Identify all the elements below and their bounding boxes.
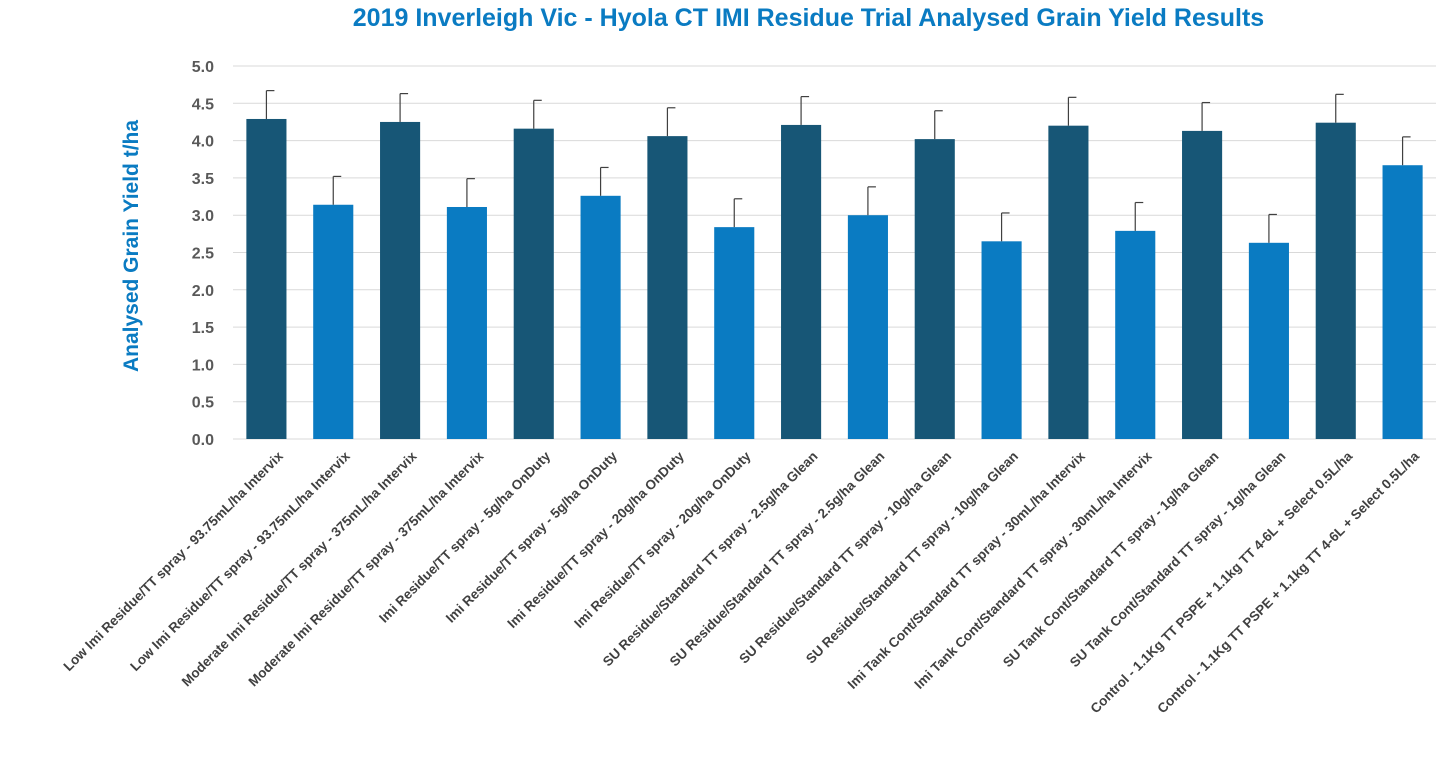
x-tick-label: Low Imi Residue/TT spray - 93.75mL/ha In… — [60, 448, 286, 674]
x-tick-label: Imi Tank Cont/Standard TT spray - 30mL/h… — [911, 448, 1155, 692]
bar — [714, 227, 755, 439]
bar — [246, 118, 287, 439]
bar — [781, 124, 822, 440]
y-tick-label: 5.0 — [192, 59, 214, 76]
bar — [1048, 125, 1089, 440]
bar — [647, 136, 688, 439]
bar — [1248, 242, 1289, 439]
y-tick-label: 2.5 — [192, 246, 214, 263]
x-tick-label: Moderate Imi Residue/TT spray - 375mL/ha… — [246, 448, 487, 689]
bar — [981, 241, 1022, 439]
x-tick-label: Imi Tank Cont/Standard TT spray - 30mL/h… — [845, 448, 1089, 692]
bar — [446, 206, 487, 439]
y-tick-label: 4.0 — [192, 134, 214, 151]
y-axis-ticks: 0.0 0.5 1.0 1.5 2.0 2.5 3.0 3.5 4.0 4.5 5.0 — [192, 59, 214, 449]
y-tick-label: 3.0 — [192, 208, 214, 225]
x-tick-label: Low Imi Residue/TT spray - 93.75mL/ha In… — [127, 448, 353, 674]
error-bars — [265, 90, 1411, 243]
bar — [914, 139, 955, 439]
bar — [513, 128, 554, 439]
y-tick-label: 0.5 — [192, 395, 214, 412]
y-tick-label: 0.0 — [192, 432, 214, 449]
bar — [580, 195, 621, 439]
x-tick-label: Moderate Imi Residue/TT spray - 375mL/ha… — [179, 448, 420, 689]
y-tick-label: 3.5 — [192, 171, 214, 188]
bar — [313, 204, 354, 439]
y-tick-label: 4.5 — [192, 96, 214, 113]
bar — [1382, 165, 1423, 439]
y-tick-label: 1.0 — [192, 357, 214, 374]
y-tick-label: 2.0 — [192, 283, 214, 300]
bar — [1115, 230, 1156, 439]
bar — [1182, 130, 1223, 440]
chart-title: 2019 Inverleigh Vic - Hyola CT IMI Resid… — [352, 4, 1265, 32]
bars — [246, 118, 1423, 440]
bar — [847, 215, 888, 439]
x-tick-label: Control - 1.1Kg TT PSPE + 1.1kg TT 4-6L … — [1088, 448, 1356, 716]
y-axis-label: Analysed Grain Yield t/ha — [120, 120, 143, 372]
gridlines — [233, 65, 1436, 440]
bar — [380, 121, 421, 439]
x-axis-ticks: Low Imi Residue/TT spray - 93.75mL/ha In… — [60, 448, 1422, 716]
y-tick-label: 1.5 — [192, 320, 214, 337]
bar — [1315, 122, 1356, 440]
x-tick-label: Control - 1.1Kg TT PSPE + 1.1kg TT 4-6L … — [1154, 448, 1422, 716]
